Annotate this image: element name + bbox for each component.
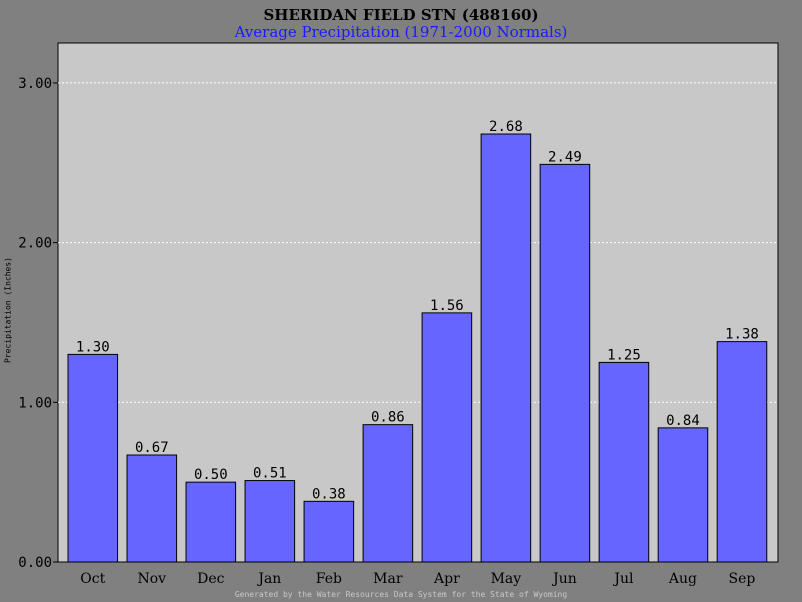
bar-value-label: 0.50 [194,467,228,483]
x-tick-label: Feb [316,571,342,587]
x-tick-label: Oct [80,571,105,587]
bar [539,163,591,563]
bar [126,454,178,563]
bar-value-label: 2.49 [548,149,582,165]
bar [244,480,296,563]
bar-value-label: 1.25 [607,347,641,363]
y-tick-label: 0.00 [18,555,52,571]
bar [185,481,237,563]
x-tick-label: Dec [197,571,225,587]
bar-value-label: 1.38 [725,327,759,343]
x-tick-label: Jan [256,571,281,587]
footer-credit: Generated by the Water Resources Data Sy… [234,590,568,599]
x-tick-label: Mar [373,571,403,587]
bar-value-label: 0.67 [135,440,169,456]
bar-value-label: 2.68 [489,119,523,135]
bar [657,427,709,563]
y-tick-label: 3.00 [18,76,52,92]
bar-value-label: 0.86 [371,410,405,426]
x-tick-label: Nov [138,571,167,587]
x-tick-label: May [491,571,522,587]
chart-title: SHERIDAN FIELD STN (488160) [263,6,539,24]
bar [480,133,532,563]
x-tick-label: Jun [551,571,577,587]
x-tick-label: Sep [729,571,756,587]
bar-value-label: 0.84 [666,413,700,429]
x-tick-label: Jul [612,571,634,587]
y-tick-label: 2.00 [18,236,52,252]
bar [716,341,768,563]
x-tick-label: Apr [433,571,460,587]
bar [303,500,355,563]
bar-value-label: 1.30 [76,339,110,355]
bar [421,312,473,563]
chart-subtitle: Average Precipitation (1971-2000 Normals… [234,23,568,41]
bar [67,353,119,563]
bar-value-label: 1.56 [430,298,464,314]
bar [362,424,414,563]
bar [598,361,650,563]
x-tick-label: Aug [668,571,697,587]
y-tick-label: 1.00 [18,395,52,411]
bar-value-label: 0.38 [312,486,346,502]
bar-value-label: 0.51 [253,466,287,482]
